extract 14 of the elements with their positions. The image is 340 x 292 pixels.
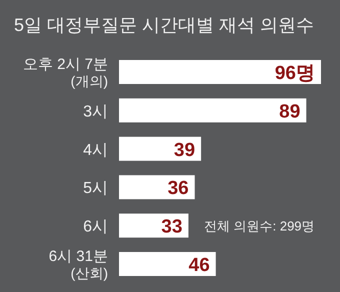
- category: 6시 31분 (산회): [48, 248, 108, 281]
- category: 오후 2시 7분 (개의): [22, 56, 108, 89]
- data-label: 96명: [274, 63, 315, 84]
- category: 4시: [83, 142, 108, 159]
- category: 6시: [83, 218, 108, 236]
- data-label: 46: [188, 255, 210, 276]
- data-label: 36: [168, 178, 189, 200]
- data-label: 39: [174, 140, 196, 161]
- category: 3시: [83, 103, 108, 120]
- data-label: 89: [279, 101, 300, 122]
- category: 5시: [83, 180, 108, 198]
- title: 5일 대정부질문 시간대별 재석 의원수: [14, 15, 314, 35]
- data-label: 33: [161, 216, 182, 238]
- annotation: 전체 의원수: 299명: [204, 218, 315, 234]
